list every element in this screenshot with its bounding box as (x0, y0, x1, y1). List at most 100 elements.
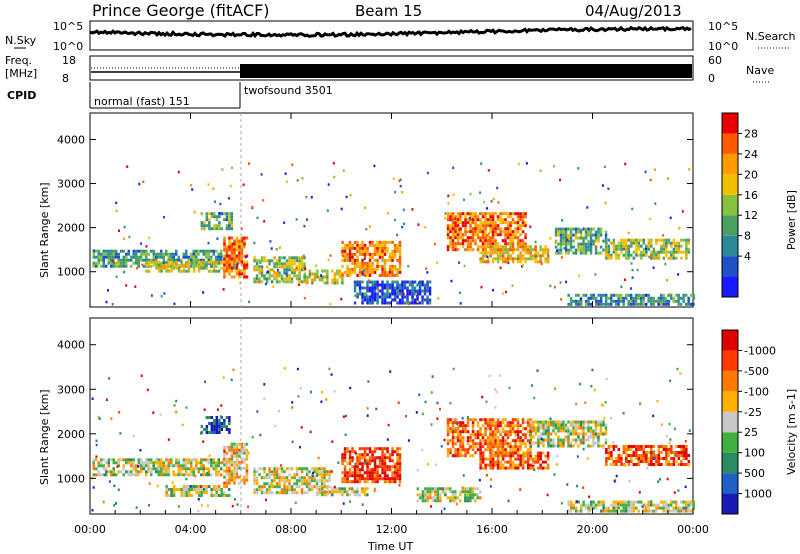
velocity-cell (496, 463, 500, 467)
power-cell (303, 278, 307, 282)
velocity-cell (283, 491, 286, 495)
velocity-cell (225, 494, 228, 497)
velocity-cell (469, 445, 472, 449)
power-cell (466, 221, 470, 225)
power-cell (408, 280, 412, 284)
velocity-cell (315, 482, 319, 486)
power-cell (150, 260, 153, 264)
power-cell (627, 238, 631, 242)
power-cell (408, 301, 412, 305)
velocity-cell (642, 457, 646, 460)
velocity-cell (378, 459, 382, 463)
power-cell (682, 299, 685, 303)
power-cell (574, 248, 578, 252)
power-cell (351, 267, 354, 271)
power-cell (255, 274, 259, 278)
velocity-cell (305, 470, 309, 474)
power-scatter-point (303, 296, 306, 300)
power-cell (270, 274, 274, 278)
power-scatter-point (496, 186, 499, 190)
power-cell (366, 286, 369, 290)
power-cell (363, 286, 367, 290)
velocity-cell (187, 467, 190, 471)
velocity-scatter-point (312, 471, 315, 475)
velocity-cell (220, 425, 224, 428)
velocity-cell (650, 460, 653, 463)
velocity-scatter-point (349, 500, 351, 503)
power-cell (356, 261, 359, 265)
velocity-cell (511, 430, 515, 434)
velocity-scatter-point (325, 398, 328, 401)
velocity-cell (303, 491, 306, 495)
power-cell (343, 255, 347, 259)
power-cell (346, 255, 349, 259)
power-cell (318, 275, 322, 279)
power-cell (546, 260, 550, 264)
power-cell (403, 295, 407, 299)
power-cell (564, 251, 568, 255)
power-cell (341, 252, 344, 256)
velocity-cell (459, 421, 462, 425)
x-tick-label: 12:00 (376, 523, 408, 536)
velocity-cell (657, 506, 660, 510)
velocity-cell (552, 429, 555, 433)
power-cell (396, 243, 399, 247)
velocity-scatter-point (118, 411, 121, 414)
velocity-scatter-point (424, 400, 427, 404)
power-cell (426, 289, 429, 293)
power-cell (283, 265, 286, 269)
velocity-cell (238, 451, 241, 455)
power-cell (449, 239, 452, 243)
power-cell (609, 296, 613, 300)
power-scatter-point (138, 182, 141, 186)
power-cell (368, 258, 372, 262)
power-cell (491, 221, 495, 225)
power-cell (177, 263, 181, 267)
power-cell (182, 263, 186, 267)
velocity-data-layer (91, 367, 695, 513)
velocity-cell (489, 457, 492, 461)
velocity-cell (255, 470, 259, 474)
velocity-cell (529, 454, 532, 458)
power-cell (223, 245, 226, 249)
velocity-scatter-point (146, 388, 149, 392)
power-cell (614, 293, 618, 297)
beam-title: Beam 15 (355, 2, 422, 20)
velocity-cell (574, 429, 578, 433)
velocity-cell (521, 454, 525, 458)
velocity-cell (594, 435, 598, 439)
power-cell (358, 292, 362, 296)
velocity-cell (167, 458, 170, 462)
power-cell (489, 236, 492, 240)
power-cell (376, 295, 379, 299)
power-cell (489, 215, 492, 219)
power-cell (476, 224, 480, 228)
velocity-cell (599, 432, 603, 436)
velocity-cell (602, 500, 605, 504)
velocity-cell (92, 467, 95, 471)
velocity-cell (331, 487, 334, 491)
velocity-cell (597, 441, 600, 445)
velocity-cell (240, 442, 244, 446)
power-cell (622, 296, 625, 300)
velocity-cell (619, 500, 623, 504)
velocity-cell (622, 448, 626, 451)
velocity-cell (366, 453, 369, 457)
power-cell (177, 266, 181, 270)
velocity-cell (358, 453, 362, 457)
velocity-cell (640, 457, 643, 460)
power-cell (451, 212, 455, 216)
power-cell (579, 302, 583, 306)
power-cell (635, 238, 638, 242)
power-cell (637, 238, 641, 242)
power-cell (559, 230, 563, 234)
power-cell (233, 239, 236, 243)
velocity-cell (542, 441, 545, 445)
velocity-cell (665, 454, 668, 457)
velocity-cell (255, 476, 259, 480)
power-cell (95, 264, 98, 268)
power-cell (112, 258, 115, 262)
velocity-cell (499, 442, 502, 446)
velocity-cell (316, 493, 319, 497)
velocity-cell (233, 463, 236, 467)
